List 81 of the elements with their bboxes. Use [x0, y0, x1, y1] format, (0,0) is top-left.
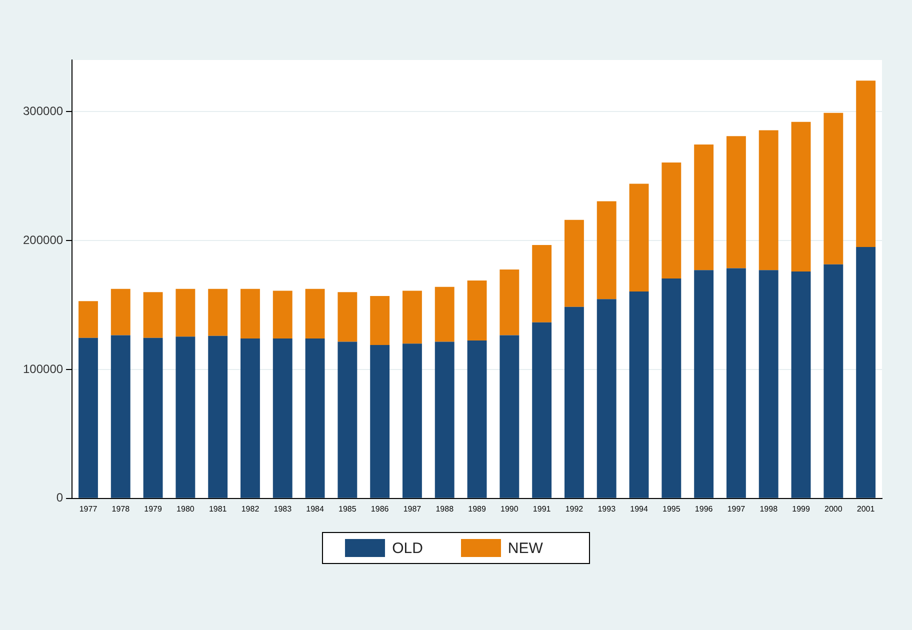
x-tick-label: 1982	[241, 504, 260, 514]
bar	[143, 338, 163, 498]
x-tick-label: 1979	[144, 504, 162, 514]
x-tick-label: 1983	[274, 504, 292, 514]
x-tick-label: 1977	[79, 504, 98, 514]
bar	[240, 338, 260, 498]
bar	[272, 290, 292, 339]
x-tick-label: 1991	[532, 504, 552, 514]
bar	[694, 144, 714, 270]
bar	[176, 288, 196, 337]
bar	[110, 335, 130, 498]
bar	[856, 80, 876, 247]
bar	[272, 338, 292, 498]
x-tick-label: 1988	[436, 504, 454, 514]
bar	[791, 122, 811, 272]
bar	[143, 292, 163, 338]
x-tick-label: 1999	[792, 504, 810, 514]
x-tick-label: 1981	[208, 504, 228, 514]
x-tick-label: 1993	[598, 504, 616, 514]
bar	[564, 220, 584, 307]
y-tick-label: 0	[56, 490, 64, 505]
bar	[467, 340, 487, 498]
bar	[500, 335, 520, 498]
y-tick-label: 200000	[22, 232, 64, 247]
x-tick-label: 1987	[403, 504, 422, 514]
bar	[500, 270, 520, 336]
bar	[338, 292, 358, 342]
bar	[176, 336, 196, 498]
x-tick-label: 2001	[856, 504, 876, 514]
x-tick-label: 1994	[630, 504, 648, 514]
bar	[532, 322, 552, 498]
y-tick-label: 100000	[22, 362, 64, 376]
x-tick-label: 1985	[338, 504, 357, 514]
bar	[208, 336, 228, 498]
bar	[402, 290, 422, 344]
bar	[370, 296, 390, 345]
y-tick-label: 300000	[22, 104, 64, 118]
bar	[78, 301, 98, 338]
bar	[467, 280, 487, 340]
x-tick-label: 1984	[306, 504, 324, 514]
x-tick-label: 1998	[760, 504, 778, 514]
bar	[532, 245, 552, 322]
bar	[856, 246, 876, 498]
bar	[662, 162, 682, 279]
bar	[338, 342, 358, 498]
x-tick-label: 1989	[468, 504, 486, 514]
x-tick-label: 2000	[824, 504, 843, 514]
bar	[824, 264, 844, 498]
x-tick-label: 1996	[694, 504, 714, 514]
x-tick-label: 1990	[500, 504, 519, 514]
bar	[758, 270, 778, 498]
bar	[629, 184, 649, 292]
bar	[78, 338, 98, 498]
legend-label: NEW	[508, 540, 543, 556]
bar	[305, 338, 325, 498]
bar	[564, 306, 584, 498]
bar	[434, 286, 454, 342]
bar	[370, 344, 390, 498]
bar	[596, 299, 616, 498]
bar	[110, 288, 130, 336]
bar	[402, 344, 422, 498]
x-tick-label: 1995	[662, 504, 681, 514]
x-tick-label: 1986	[370, 504, 390, 514]
bar	[726, 268, 746, 498]
legend-label: OLD	[392, 540, 423, 556]
bar	[726, 136, 746, 268]
bar	[629, 291, 649, 498]
x-tick-label: 1980	[176, 504, 195, 514]
x-tick-label: 1997	[727, 504, 746, 514]
bar	[305, 288, 325, 339]
bar	[758, 130, 778, 270]
bar	[694, 270, 714, 498]
bar	[208, 288, 228, 336]
bar	[240, 288, 260, 339]
bar	[824, 112, 844, 264]
bar	[434, 342, 454, 498]
x-tick-label: 1978	[112, 504, 130, 514]
bar	[791, 271, 811, 498]
x-tick-label: 1992	[565, 504, 584, 514]
bar	[596, 201, 616, 300]
bar	[662, 278, 682, 498]
